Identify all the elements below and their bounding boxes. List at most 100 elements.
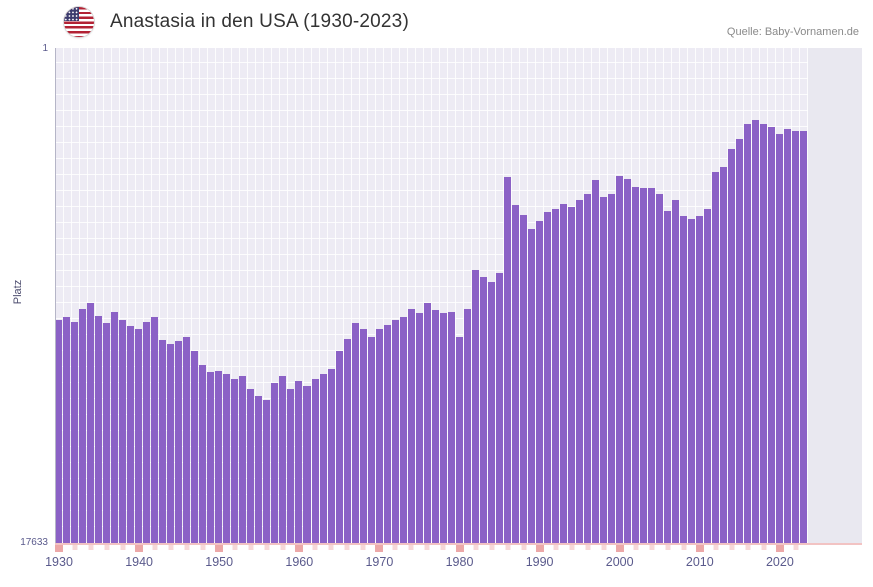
us-flag-icon [64, 7, 94, 37]
bar-1945[interactable] [175, 341, 183, 543]
bar-1947[interactable] [191, 351, 199, 543]
future-years-band [807, 48, 862, 543]
bar-1969[interactable] [367, 337, 375, 543]
bar-2013[interactable] [720, 167, 728, 543]
bar-1992[interactable] [551, 209, 559, 543]
bar-2009[interactable] [688, 219, 696, 543]
bar-1999[interactable] [608, 193, 616, 543]
x-minor-tick [424, 545, 430, 550]
bar-2002[interactable] [632, 186, 640, 543]
bar-1988[interactable] [519, 215, 527, 543]
bar-1972[interactable] [391, 320, 399, 543]
bar-1970[interactable] [375, 328, 383, 543]
bar-1944[interactable] [167, 344, 175, 543]
bar-1933[interactable] [79, 309, 87, 543]
bar-2004[interactable] [648, 188, 656, 543]
bar-1956[interactable] [263, 400, 271, 543]
bar-2018[interactable] [760, 123, 768, 543]
bar-2007[interactable] [672, 199, 680, 543]
bar-2001[interactable] [624, 178, 632, 543]
bar-2016[interactable] [744, 123, 752, 543]
bar-2000[interactable] [616, 175, 624, 543]
bar-1962[interactable] [311, 379, 319, 543]
bar-1983[interactable] [479, 276, 487, 543]
bar-1990[interactable] [535, 220, 543, 543]
bar-1958[interactable] [279, 376, 287, 543]
bar-1939[interactable] [127, 325, 135, 543]
bar-1968[interactable] [359, 328, 367, 543]
bar-1931[interactable] [63, 317, 71, 543]
bar-1984[interactable] [487, 282, 495, 543]
bar-1951[interactable] [223, 373, 231, 543]
bar-1997[interactable] [592, 179, 600, 543]
bar-1998[interactable] [600, 196, 608, 543]
bar-1937[interactable] [111, 311, 119, 543]
bar-1982[interactable] [471, 269, 479, 543]
bar-1938[interactable] [119, 320, 127, 543]
bar-1959[interactable] [287, 389, 295, 543]
bar-1936[interactable] [103, 323, 111, 543]
bar-1980[interactable] [455, 337, 463, 543]
bar-1967[interactable] [351, 323, 359, 543]
x-minor-tick [633, 545, 639, 550]
bar-1930[interactable] [55, 320, 63, 543]
source-attribution: Quelle: Baby-Vornamen.de [726, 26, 859, 38]
bar-2003[interactable] [640, 188, 648, 543]
bar-1941[interactable] [143, 321, 151, 543]
bar-1950[interactable] [215, 370, 223, 543]
bar-1952[interactable] [231, 379, 239, 543]
bar-1964[interactable] [327, 369, 335, 543]
bar-1994[interactable] [568, 206, 576, 543]
bar-1973[interactable] [399, 317, 407, 543]
bar-2022[interactable] [792, 130, 800, 543]
bar-2014[interactable] [728, 149, 736, 543]
bar-1957[interactable] [271, 383, 279, 543]
bar-1977[interactable] [431, 310, 439, 543]
bar-1946[interactable] [183, 337, 191, 543]
bar-2010[interactable] [696, 216, 704, 543]
bar-1979[interactable] [447, 311, 455, 543]
bar-1940[interactable] [135, 328, 143, 543]
bar-1960[interactable] [295, 380, 303, 543]
bar-1991[interactable] [543, 212, 551, 543]
bar-1987[interactable] [511, 205, 519, 543]
bar-1978[interactable] [439, 313, 447, 543]
bar-2017[interactable] [752, 119, 760, 543]
bar-1965[interactable] [335, 351, 343, 543]
bar-1955[interactable] [255, 396, 263, 543]
bar-1989[interactable] [527, 229, 535, 543]
bar-1935[interactable] [95, 316, 103, 543]
bar-2023[interactable] [800, 130, 808, 543]
bar-1953[interactable] [239, 376, 247, 543]
bar-2005[interactable] [656, 193, 664, 543]
bar-1996[interactable] [584, 193, 592, 543]
bar-1943[interactable] [159, 339, 167, 543]
bar-1949[interactable] [207, 372, 215, 543]
x-minor-tick [681, 545, 687, 550]
bar-1934[interactable] [87, 303, 95, 543]
bar-1995[interactable] [576, 199, 584, 543]
bar-1981[interactable] [463, 309, 471, 543]
bar-1993[interactable] [559, 203, 567, 543]
bar-1948[interactable] [199, 365, 207, 543]
bar-2021[interactable] [784, 129, 792, 543]
bar-2012[interactable] [712, 171, 720, 543]
bar-1974[interactable] [407, 309, 415, 543]
bar-2011[interactable] [704, 209, 712, 543]
bar-1961[interactable] [303, 386, 311, 543]
bar-2006[interactable] [664, 210, 672, 543]
bar-2015[interactable] [736, 139, 744, 543]
bar-1976[interactable] [423, 303, 431, 543]
bar-1966[interactable] [343, 338, 351, 543]
bar-2008[interactable] [680, 216, 688, 543]
bar-1963[interactable] [319, 373, 327, 543]
bar-1942[interactable] [151, 317, 159, 543]
bar-1975[interactable] [415, 313, 423, 543]
bar-2020[interactable] [776, 133, 784, 543]
bar-2019[interactable] [768, 126, 776, 543]
bar-1971[interactable] [383, 324, 391, 543]
bar-1985[interactable] [495, 272, 503, 543]
bar-1932[interactable] [71, 321, 79, 543]
bar-1986[interactable] [503, 177, 511, 543]
bar-1954[interactable] [247, 389, 255, 543]
